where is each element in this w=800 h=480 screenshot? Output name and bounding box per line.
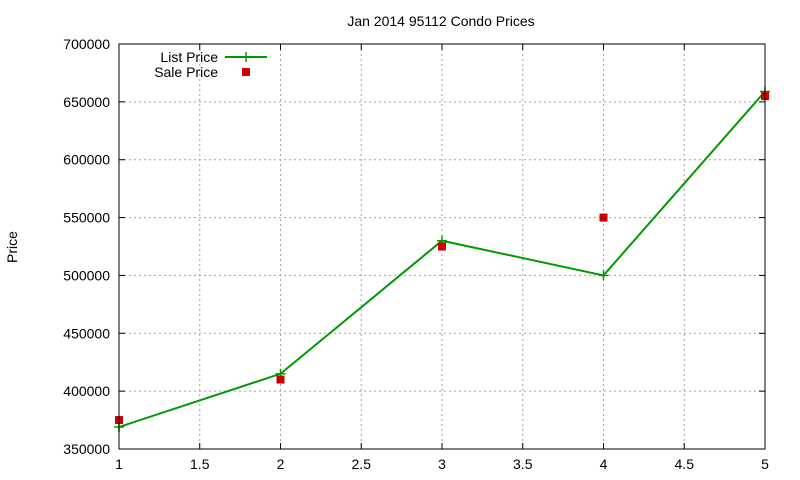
legend-item-list-price: List Price [160, 49, 267, 65]
x-tick-label: 2.5 [352, 456, 372, 472]
y-tick-label: 350000 [63, 441, 110, 457]
y-tick-label: 600000 [63, 152, 110, 168]
sale-price-point [599, 213, 608, 222]
plot-frame [118, 43, 766, 450]
x-tick-label: 2 [277, 456, 285, 472]
x-axis-ticks: 1 1.5 2 2.5 3 3.5 4 4.5 5 [115, 44, 769, 472]
y-tick-label: 550000 [63, 210, 110, 226]
x-tick-label: 3 [438, 456, 446, 472]
y-axis-ticks: 350000 400000 450000 500000 550000 600000 6500… [63, 36, 765, 457]
sale-price-point [276, 375, 285, 384]
x-tick-label: 5 [761, 456, 769, 472]
chart-title: Jan 2014 95112 Condo Prices [347, 13, 534, 29]
x-tick-label: 1 [115, 456, 123, 472]
x-tick-label: 4.5 [675, 456, 695, 472]
x-tick-label: 4 [600, 456, 608, 472]
y-tick-label: 650000 [63, 94, 110, 110]
y-tick-label: 700000 [63, 36, 110, 52]
legend-marker [241, 52, 251, 62]
legend-label: Sale Price [154, 64, 218, 80]
legend-marker [242, 68, 250, 76]
x-tick-label: 3.5 [513, 456, 533, 472]
sale-price-point [438, 242, 446, 251]
y-tick-label: 500000 [63, 267, 110, 283]
x-tick-label: 1.5 [190, 456, 210, 472]
y-axis-label: Price [4, 231, 20, 263]
y-tick-label: 400000 [63, 383, 110, 399]
y-tick-label: 450000 [63, 325, 110, 341]
legend-label: List Price [160, 49, 218, 65]
legend-item-sale-price: Sale Price [154, 64, 250, 80]
list-price-point [598, 270, 609, 281]
